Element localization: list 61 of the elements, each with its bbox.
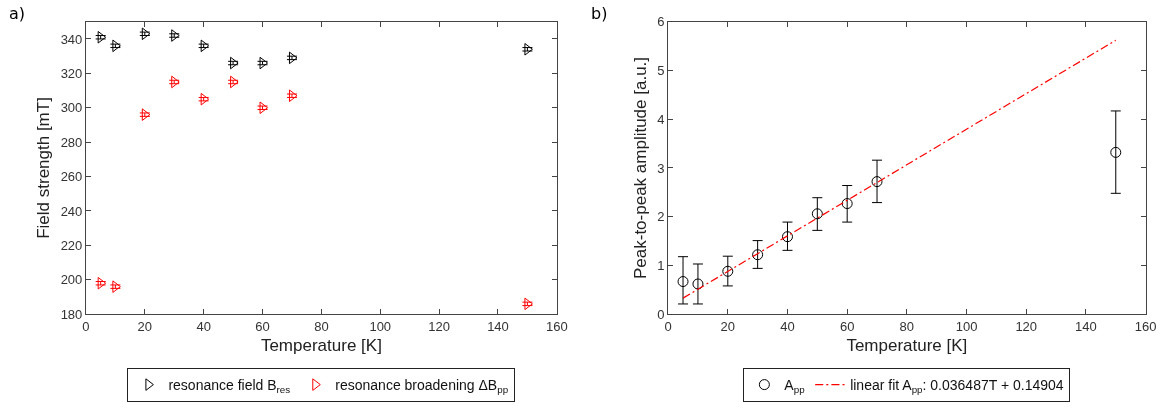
point [288, 51, 298, 65]
x-tick-label: 40 [780, 318, 795, 334]
chart-title: b) [591, 4, 608, 23]
y-tick-label: 260 [60, 169, 83, 185]
point [259, 56, 269, 70]
y-tick-label: 180 [60, 306, 83, 322]
x-tick-label: 160 [1134, 318, 1157, 334]
y-tick-label: 0 [657, 306, 665, 322]
x-tick-label: 120 [1015, 318, 1038, 334]
x-tick-label: 80 [314, 318, 329, 334]
chart-title: a) [9, 4, 26, 23]
legend-label: linear fit A$_{pp}$: 0.036487T + 0.14904 [850, 377, 1064, 395]
x-tick-label: 60 [255, 318, 270, 334]
point [1110, 146, 1122, 158]
x-tick-label: 140 [487, 318, 509, 334]
y-tick-label: 3 [657, 160, 665, 176]
x-tick-label: 60 [839, 318, 855, 334]
x-axis-title: Temperature [K] [846, 336, 968, 356]
point [811, 208, 823, 220]
y-tick-label: 1 [657, 258, 665, 273]
point [781, 231, 793, 243]
point [200, 92, 210, 106]
y-tick-label: 280 [60, 134, 83, 150]
x-tick-label: 40 [196, 318, 211, 334]
y-tick-label: 340 [60, 31, 83, 47]
legend-label: resonance field B$_{res}$ [168, 377, 291, 395]
y-tick-label: 240 [60, 203, 83, 219]
y-axis-title: Peak-to-peak amplitude [a.u.] [630, 56, 650, 280]
point [141, 108, 151, 121]
y-tick-label: 220 [60, 237, 83, 253]
point [288, 89, 298, 102]
point [871, 176, 883, 188]
point [841, 198, 853, 210]
point [752, 249, 764, 261]
x-tick-label: 100 [955, 318, 978, 334]
point [97, 276, 107, 290]
y-tick-label: 2 [657, 209, 665, 225]
x-axis-title: Temperature [K] [260, 336, 382, 356]
y-tick-label: 5 [657, 63, 665, 79]
point [97, 30, 107, 44]
point [141, 27, 151, 41]
x-tick-label: 20 [720, 318, 736, 334]
x-tick-label: 120 [428, 318, 450, 334]
point [677, 276, 689, 288]
x-tick-label: 160 [545, 318, 568, 334]
point [692, 278, 704, 290]
x-tick-label: 80 [899, 318, 915, 334]
point [722, 265, 734, 277]
legend-label: resonance broadening ΔB$_{pp}$ [335, 377, 509, 395]
x-tick-label: 100 [369, 318, 392, 334]
y-tick-label: 320 [60, 65, 83, 81]
point [259, 101, 269, 115]
y-tick-label: 300 [60, 100, 83, 116]
point [200, 39, 210, 53]
y-tick-label: 4 [657, 111, 665, 127]
y-tick-label: 6 [657, 14, 665, 30]
y-tick-label: 200 [60, 272, 83, 288]
y-axis-title: Field strength [mT] [34, 97, 54, 239]
x-tick-label: 20 [137, 318, 153, 334]
legend-label: A$_{pp}$ [784, 377, 806, 395]
x-tick-label: 140 [1075, 318, 1097, 334]
